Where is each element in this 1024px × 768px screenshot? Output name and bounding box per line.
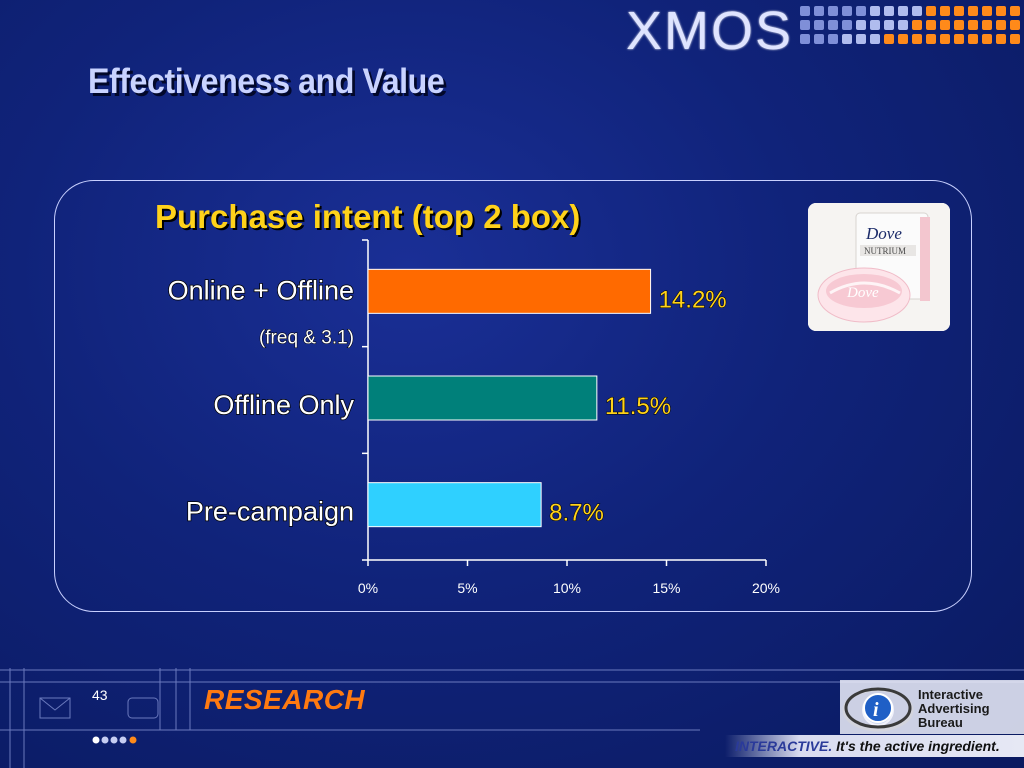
page-number: 43 [92, 687, 108, 703]
slide-title: Effectiveness and Value [88, 62, 445, 101]
category-label: Online + Offline [168, 275, 354, 305]
category-label: Offline Only [213, 390, 354, 420]
xmos-logo-dots [800, 6, 1020, 44]
x-tick-label: 5% [457, 580, 477, 596]
x-tick-label: 10% [553, 580, 581, 596]
bar-0 [367, 268, 652, 314]
iab-name-line3: Bureau [918, 715, 963, 730]
bar-2 [367, 482, 542, 528]
xmos-logo: XMOS [626, 1, 794, 61]
tagline-part2: It's the active ingredient. [836, 738, 1000, 754]
bar-value-label: 11.5% [605, 393, 671, 420]
iab-name: Interactive Advertising Bureau [918, 688, 1022, 730]
iab-name-line1: Interactive [918, 687, 984, 702]
bar-1 [367, 375, 598, 421]
dove-box-product: NUTRIUM [864, 246, 906, 256]
iab-name-line2: Advertising [918, 701, 990, 716]
dove-soap-image: Dove NUTRIUM Dove [808, 203, 950, 331]
footer-dots [92, 736, 137, 744]
x-tick-label: 15% [652, 580, 680, 596]
bar-value-label: 8.7% [549, 500, 604, 527]
tagline: INTERACTIVE. It's the active ingredient. [735, 738, 1000, 754]
dove-soap-brand: Dove [846, 285, 879, 301]
svg-text:i: i [873, 699, 879, 721]
tagline-bar [725, 735, 1024, 757]
dove-box-brand: Dove [865, 224, 902, 243]
iab-eye-icon: i [844, 687, 912, 729]
bar-value-label: 14.2% [659, 286, 727, 313]
x-tick-label: 20% [752, 580, 780, 596]
tagline-part1: INTERACTIVE. [735, 738, 833, 754]
category-sublabel: (freq & 3.1) [259, 327, 354, 348]
chart-panel [54, 180, 972, 612]
category-label: Pre-campaign [186, 497, 354, 527]
x-tick-label: 0% [358, 580, 378, 596]
chart-title: Purchase intent (top 2 box) [155, 198, 581, 235]
product-photo: Dove NUTRIUM Dove [808, 203, 950, 331]
research-logo: RESEARCH [204, 684, 366, 715]
